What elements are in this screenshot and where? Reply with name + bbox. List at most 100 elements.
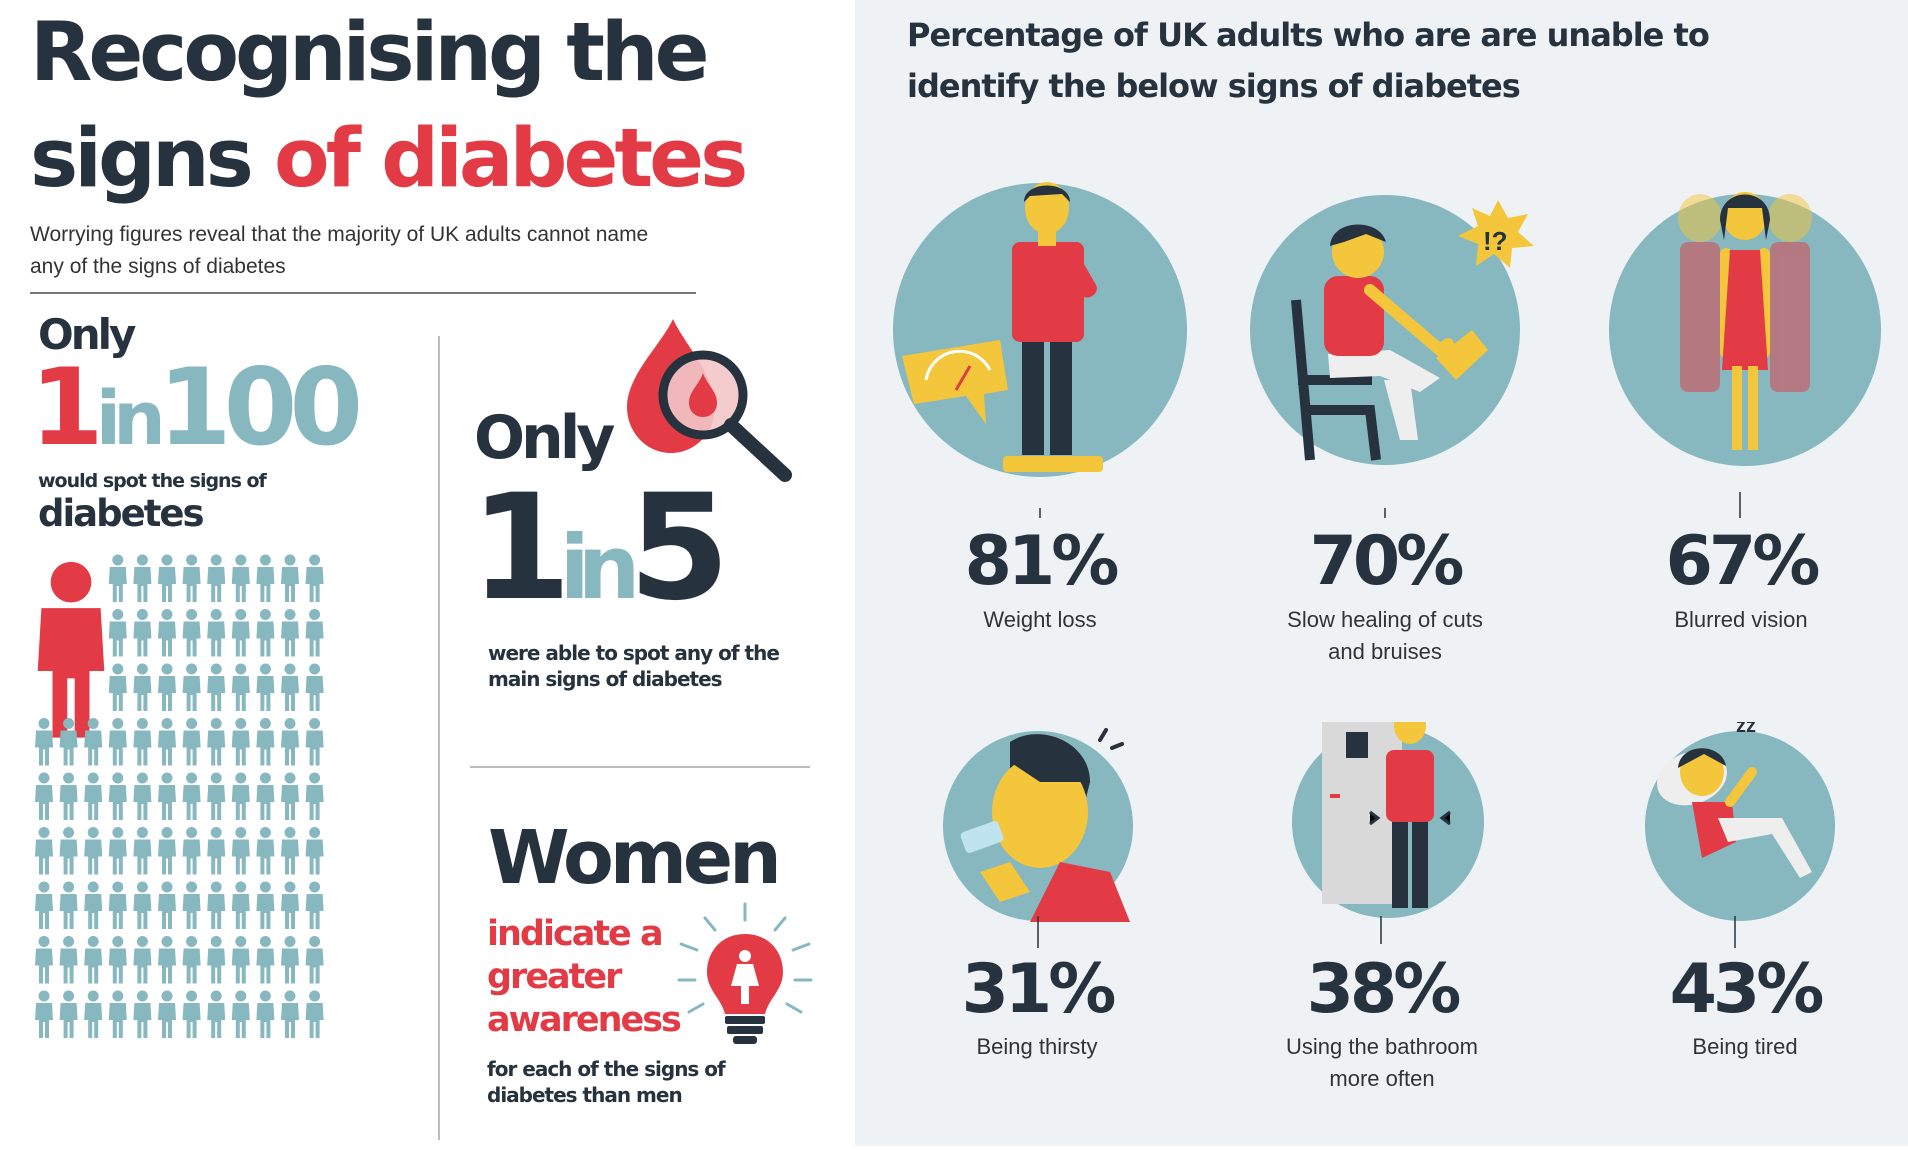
person-icon — [207, 881, 226, 929]
person-icon — [133, 881, 152, 929]
person-icon — [256, 990, 275, 1038]
person-icon — [108, 936, 127, 984]
person-icon — [158, 718, 176, 766]
person-icon — [305, 663, 324, 711]
person-icon — [133, 936, 152, 984]
person-icon — [231, 772, 250, 820]
person-icon — [207, 990, 226, 1038]
person-icon — [231, 827, 250, 875]
person-icon — [158, 827, 176, 875]
person-icon — [158, 609, 176, 657]
person-icon — [305, 936, 324, 984]
person-icon — [59, 881, 78, 929]
person-icon — [305, 827, 324, 875]
person-icon — [158, 772, 176, 820]
person-icon — [182, 663, 201, 711]
person-icon — [84, 827, 103, 875]
people-grid — [35, 554, 324, 1038]
person-icon — [133, 772, 152, 820]
lightbulb-woman-icon — [677, 902, 813, 1044]
person-icon — [84, 772, 103, 820]
person-icon — [158, 936, 176, 984]
stat1-caption-big: diabetes — [38, 492, 205, 535]
women-heading: Women — [488, 815, 782, 901]
stat1-num: 1 — [30, 346, 104, 469]
stat2-caption: were able to spot any of the main signs … — [488, 641, 780, 691]
title-line-2: signs of diabetes — [30, 106, 748, 212]
sign-label: Weight loss — [983, 607, 1097, 632]
women-highlight: indicate a greater awareness — [487, 914, 682, 1040]
person-icon — [108, 663, 127, 711]
person-icon — [108, 881, 127, 929]
sign-label: Being tired — [1692, 1034, 1798, 1059]
person-icon — [108, 609, 127, 657]
stat1-caption: would spot the signs of — [38, 470, 267, 492]
divider — [30, 292, 696, 294]
women-caption: for each of the signs of diabetes than m… — [487, 1057, 726, 1107]
person-icon — [256, 554, 275, 602]
person-icon — [281, 990, 299, 1038]
stem-lines — [1037, 492, 1741, 948]
person-icon — [35, 718, 53, 766]
sleeping-icon: zz — [1645, 722, 1835, 921]
person-icon — [84, 990, 103, 1038]
right-title: Percentage of UK adults who are are unab… — [907, 16, 1710, 105]
stat1-in: in — [95, 376, 166, 462]
stat2-in: in — [559, 516, 641, 619]
person-icon — [305, 609, 324, 657]
sign-percent: 67% — [1665, 522, 1821, 601]
bathroom-icon — [1292, 722, 1484, 918]
person-icon — [133, 663, 152, 711]
subtitle: Worrying figures reveal that the majorit… — [30, 223, 649, 278]
person-icon — [281, 881, 299, 929]
person-icon — [256, 772, 275, 820]
stat2-ratio: 1in5 — [470, 468, 730, 648]
person-icon — [108, 772, 127, 820]
svg-text:zz: zz — [1736, 722, 1756, 737]
blood-drop-magnifier-icon — [627, 319, 792, 482]
person-icon — [281, 827, 299, 875]
person-icon — [281, 936, 299, 984]
sign-percent: 81% — [964, 522, 1120, 601]
title-signs: signs — [30, 112, 275, 206]
person-icon — [207, 663, 226, 711]
sign-label: Blurred vision — [1674, 607, 1808, 632]
person-icon — [281, 772, 299, 820]
person-icon — [133, 718, 152, 766]
person-icon — [35, 990, 53, 1038]
person-icon — [158, 663, 176, 711]
person-icon — [231, 881, 250, 929]
person-icon — [182, 827, 201, 875]
person-icon — [182, 609, 201, 657]
person-icon — [182, 772, 201, 820]
sign-percent: 70% — [1309, 522, 1465, 601]
stat1-den: 100 — [157, 346, 363, 469]
person-icon — [207, 772, 226, 820]
person-icon — [108, 718, 127, 766]
sign-percent: 38% — [1306, 950, 1462, 1029]
sore-foot-icon: !? — [1250, 195, 1534, 465]
person-icon — [84, 718, 103, 766]
person-icon — [182, 881, 201, 929]
title-line-1: Recognising the — [30, 6, 710, 100]
person-icon — [182, 718, 201, 766]
person-icon — [281, 663, 299, 711]
sign-percent: 31% — [961, 950, 1117, 1029]
person-icon — [207, 554, 226, 602]
person-icon — [133, 609, 152, 657]
person-icon — [305, 881, 324, 929]
person-icon — [231, 990, 250, 1038]
person-icon — [158, 554, 176, 602]
person-icon — [158, 881, 176, 929]
person-icon — [281, 554, 299, 602]
person-icon — [108, 990, 127, 1038]
svg-text:!?: !? — [1483, 226, 1508, 256]
person-icon — [256, 663, 275, 711]
stat2-den: 5 — [628, 463, 730, 633]
person-icon — [84, 881, 103, 929]
person-icon — [59, 936, 78, 984]
person-icon — [305, 990, 324, 1038]
person-icon — [305, 718, 324, 766]
person-icon — [182, 936, 201, 984]
divider — [470, 766, 810, 768]
